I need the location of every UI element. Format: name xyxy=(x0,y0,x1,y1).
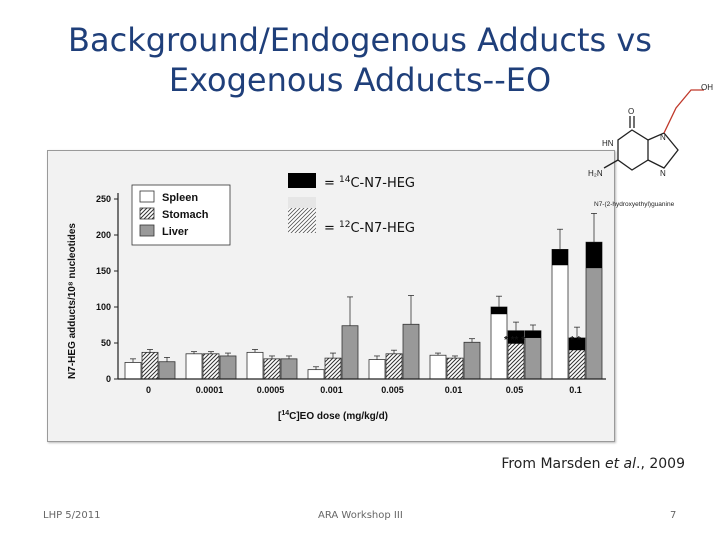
bar-14c-segment xyxy=(552,249,568,266)
legend-14c-text: = 14C-N7-HEG xyxy=(324,175,415,191)
x-tick-label: 0 xyxy=(146,385,151,395)
y-tick-label: 0 xyxy=(106,374,111,384)
bar-14c-segment xyxy=(569,337,585,351)
x-tick-label: 0.05 xyxy=(506,385,524,395)
bar-14c-segment xyxy=(586,242,602,269)
legend-swatch-stomach xyxy=(139,207,155,220)
legend-swatch-spleen xyxy=(139,190,155,203)
y-tick-label: 200 xyxy=(96,230,111,240)
y-tick-label: 100 xyxy=(96,302,111,312)
structure-caption: N7-(2-hydroxyethyl)guanine xyxy=(594,201,675,208)
title-line-2: Exogenous Adducts--EO xyxy=(168,61,552,99)
legend-swatch-14c xyxy=(288,173,316,188)
citation-italic: et al xyxy=(604,456,637,472)
x-axis-label: [14C]EO dose (mg/kg/d) xyxy=(278,410,388,422)
legend-12c-text: = 12C-N7-HEG xyxy=(324,220,415,236)
h2n-label: H₂N xyxy=(588,169,603,178)
bar-14c-segment xyxy=(508,330,524,344)
legend-label-liver: Liver xyxy=(162,226,189,238)
y-axis-label: N7-HEG adducts/10⁸ nucleotides xyxy=(67,223,78,379)
footer-center: ARA Workshop III xyxy=(318,510,403,521)
significance-asterisk: * * xyxy=(570,335,581,346)
chart-legend: Spleen Stomach Liver xyxy=(131,184,231,246)
footer-date: LHP 5/2011 xyxy=(43,510,101,521)
x-tick-label: 0.005 xyxy=(381,385,404,395)
bar-chart: N7-HEG adducts/10⁸ nucleotides [14C]EO d… xyxy=(67,184,606,422)
page-number: 7 xyxy=(670,510,677,521)
y-tick-label: 150 xyxy=(96,266,111,276)
n9-label: N xyxy=(660,169,666,178)
x-tick-label: 0.1 xyxy=(569,385,582,395)
o-label: O xyxy=(628,107,634,116)
x-tick-label: 0.0001 xyxy=(196,385,224,395)
citation-prefix: From Marsden xyxy=(501,456,605,472)
n7-heg-structure: OH O HN H₂N N N N7-(2-hydroxyethyl)guani… xyxy=(588,83,713,208)
bar-14c-segment xyxy=(525,330,541,338)
legend-label-spleen: Spleen xyxy=(162,192,198,204)
citation-suffix: ., 2009 xyxy=(636,456,685,472)
significance-asterisk: * ** * xyxy=(504,335,525,346)
title-line-1: Background/Endogenous Adducts vs xyxy=(68,21,652,59)
x-tick-label: 0.0005 xyxy=(257,385,285,395)
y-tick-label: 50 xyxy=(101,338,111,348)
citation: From Marsden et al., 2009 xyxy=(440,456,685,472)
x-tick-label: 0.01 xyxy=(445,385,463,395)
n7-label: N xyxy=(660,133,666,142)
oh-label: OH xyxy=(701,83,713,92)
legend-swatch-liver xyxy=(139,224,155,237)
chart-figure: N7-HEG adducts/10⁸ nucleotides [14C]EO d… xyxy=(47,150,615,442)
bar-14c-segment xyxy=(491,307,507,315)
slide-title: Background/Endogenous Adducts vs Exogeno… xyxy=(20,20,700,100)
legend-label-stomach: Stomach xyxy=(162,209,209,221)
hn-label: HN xyxy=(602,139,614,148)
x-tick-label: 0.001 xyxy=(320,385,343,395)
y-tick-label: 250 xyxy=(96,194,111,204)
